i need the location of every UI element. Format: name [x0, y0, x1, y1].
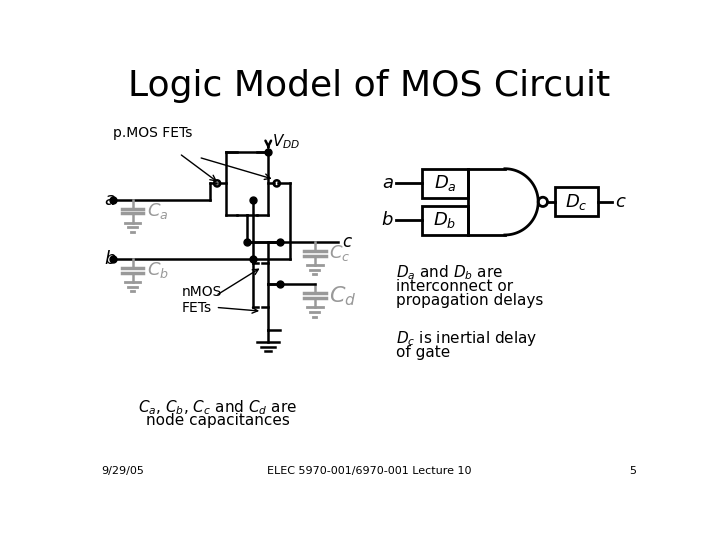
Circle shape	[274, 180, 280, 186]
Text: $C_a$, $C_b$, $C_c$ and $C_d$ are: $C_a$, $C_b$, $C_c$ and $C_d$ are	[138, 398, 297, 417]
Text: $C_b$: $C_b$	[147, 260, 168, 280]
Text: $C_c$: $C_c$	[329, 244, 350, 264]
Text: $D_c$: $D_c$	[565, 192, 588, 212]
Text: propagation delays: propagation delays	[396, 293, 544, 308]
Text: $D_a$: $D_a$	[433, 173, 456, 193]
Text: of gate: of gate	[396, 345, 451, 360]
Text: nMOS
FETs: nMOS FETs	[181, 285, 222, 315]
FancyBboxPatch shape	[422, 206, 468, 235]
Circle shape	[214, 180, 220, 186]
Text: $V_{DD}$: $V_{DD}$	[272, 132, 300, 151]
Text: p.MOS FETs: p.MOS FETs	[113, 126, 193, 139]
FancyBboxPatch shape	[422, 168, 468, 198]
Text: $D_a$ and $D_b$ are: $D_a$ and $D_b$ are	[396, 264, 503, 282]
Text: node capacitances: node capacitances	[146, 413, 290, 428]
Text: a: a	[382, 174, 393, 192]
Text: a: a	[104, 191, 115, 208]
Text: Logic Model of MOS Circuit: Logic Model of MOS Circuit	[128, 69, 610, 103]
Circle shape	[538, 197, 547, 206]
Text: b: b	[382, 211, 393, 230]
Text: $C_a$: $C_a$	[147, 201, 168, 221]
Text: ELEC 5970-001/6970-001 Lecture 10: ELEC 5970-001/6970-001 Lecture 10	[266, 467, 472, 476]
Text: b: b	[104, 250, 115, 268]
Text: 5: 5	[629, 467, 636, 476]
Text: $D_c$ is inertial delay: $D_c$ is inertial delay	[396, 329, 538, 348]
Text: interconnect or: interconnect or	[396, 279, 513, 294]
FancyBboxPatch shape	[555, 187, 598, 217]
Text: c: c	[342, 233, 351, 251]
Text: $D_b$: $D_b$	[433, 211, 456, 231]
Text: c: c	[615, 193, 625, 211]
Text: 9/29/05: 9/29/05	[102, 467, 145, 476]
Text: $C_d$: $C_d$	[329, 284, 356, 308]
